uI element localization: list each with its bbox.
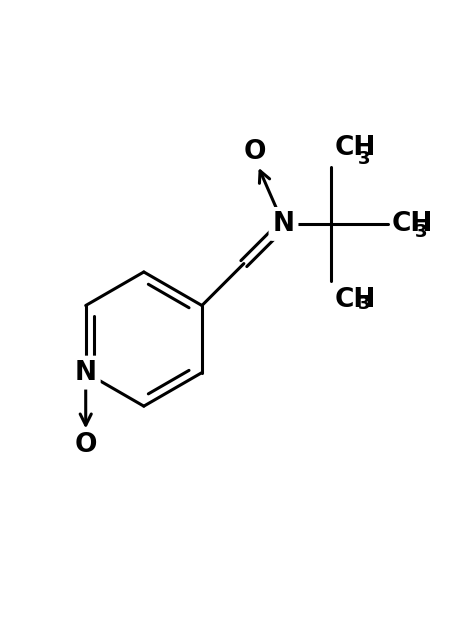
Text: 3: 3	[357, 150, 370, 168]
Text: CH: CH	[335, 287, 376, 313]
Text: CH: CH	[392, 211, 433, 237]
Text: N: N	[273, 211, 294, 237]
Text: 3: 3	[357, 295, 370, 313]
Text: 3: 3	[415, 223, 427, 241]
Text: N: N	[75, 360, 97, 386]
Text: O: O	[243, 138, 266, 164]
Text: CH: CH	[335, 134, 376, 161]
Text: O: O	[75, 432, 97, 458]
